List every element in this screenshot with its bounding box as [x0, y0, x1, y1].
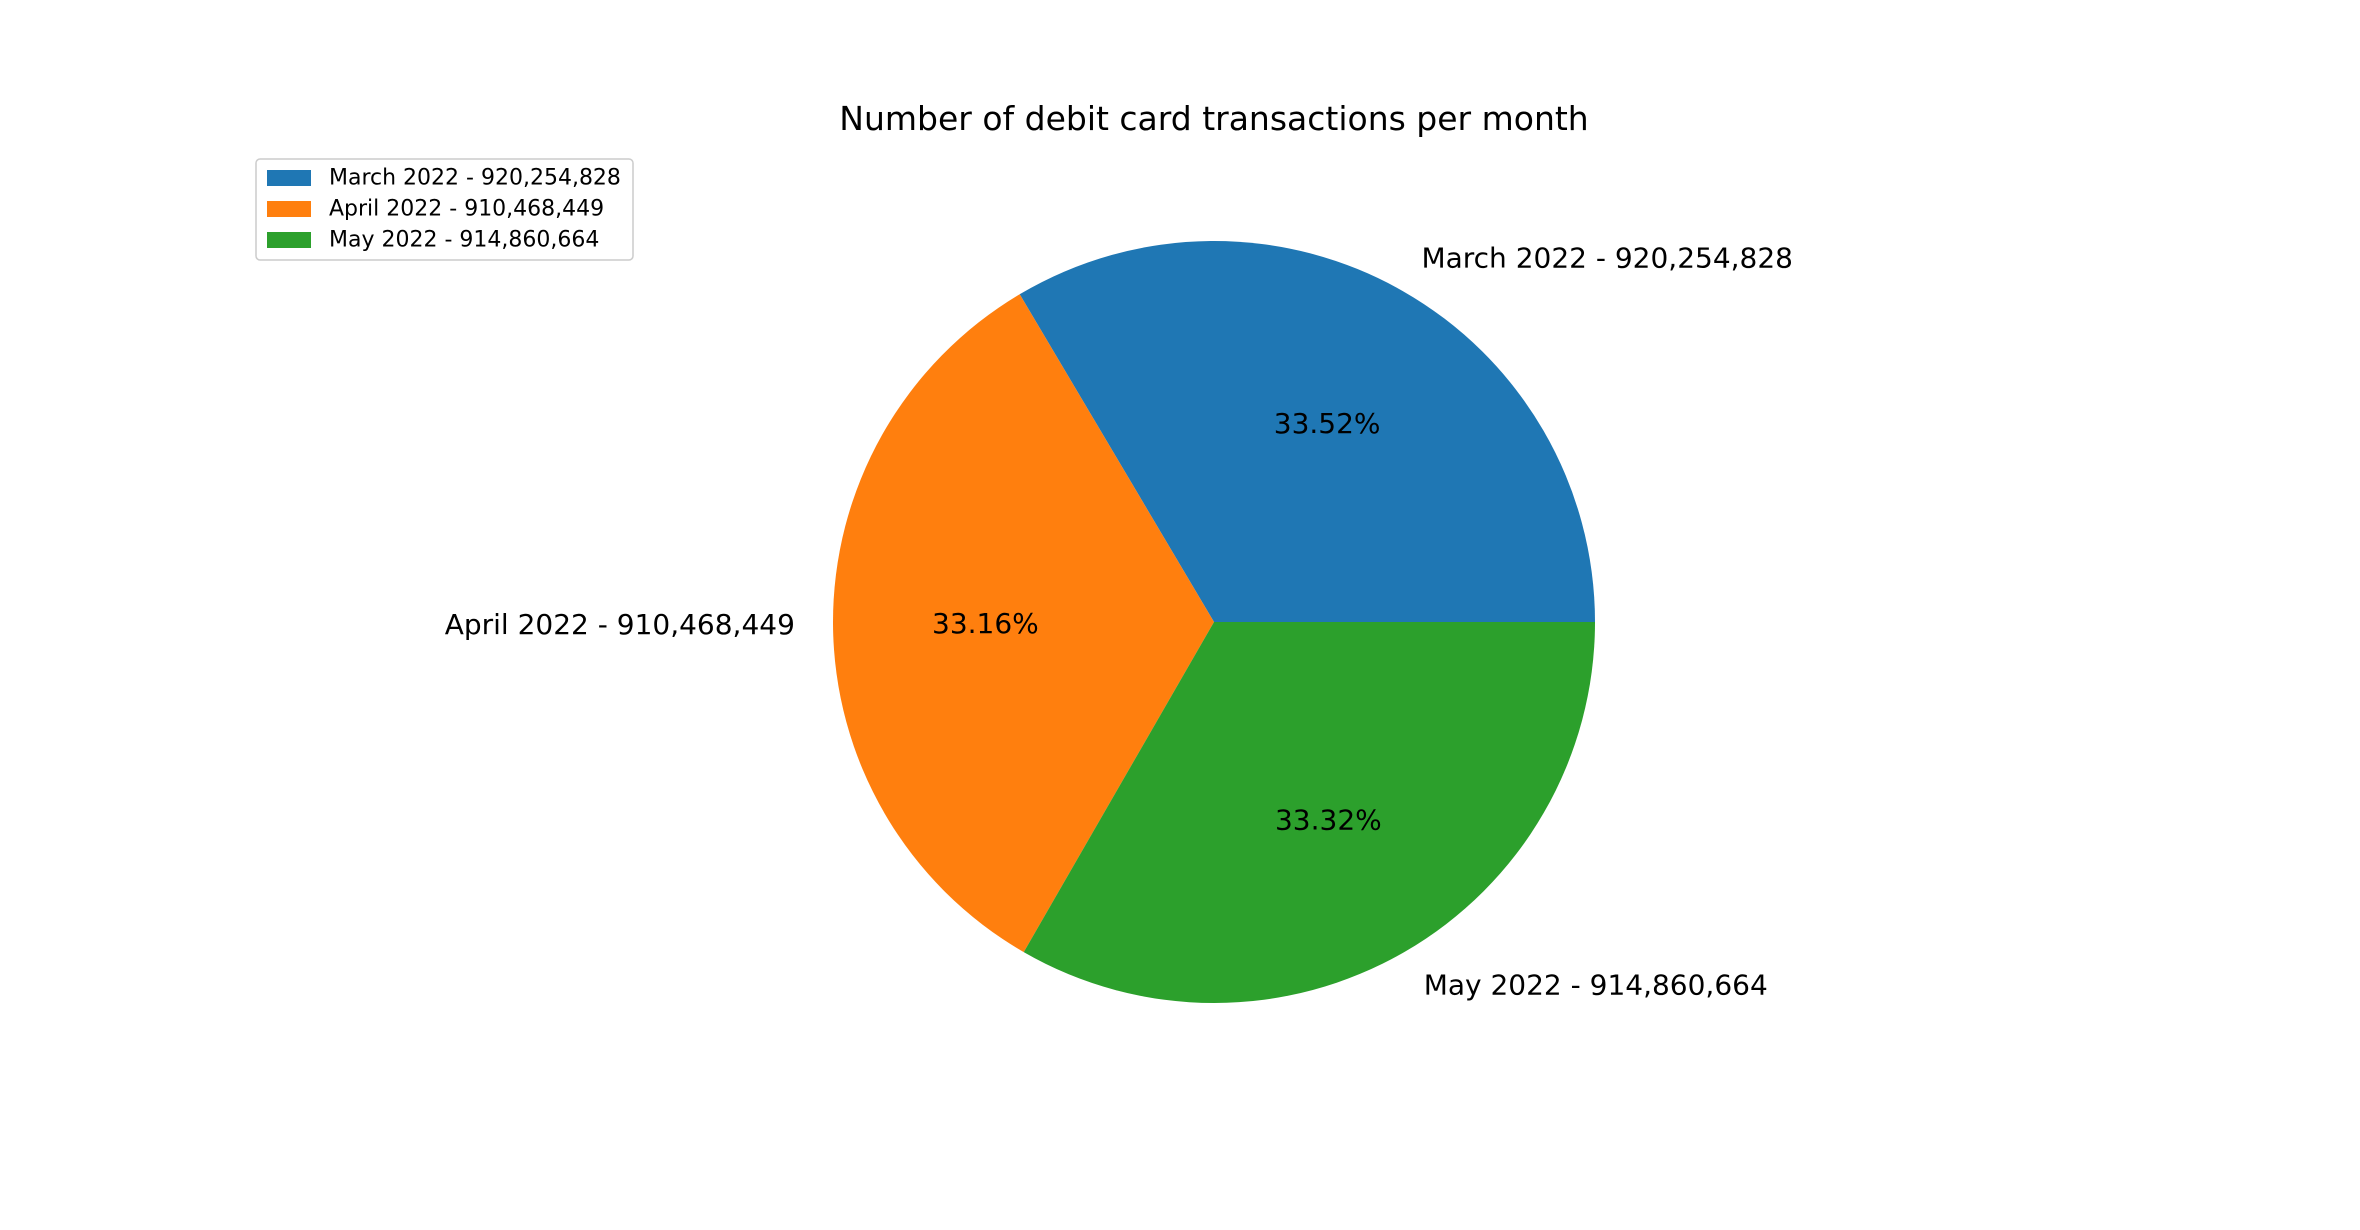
pie-slice-3: [1023, 622, 1595, 1003]
slice-label-1: March 2022 - 920,254,828: [1421, 241, 1793, 274]
percent-label-1: 33.52%: [1274, 407, 1381, 440]
legend-label-1: March 2022 - 920,254,828: [329, 166, 621, 191]
slice-labels: March 2022 - 920,254,828 April 2022 - 910…: [445, 241, 1793, 1001]
legend-frame: [255, 158, 634, 261]
legend-swatch-2: [267, 201, 311, 217]
percent-label-3: 33.32%: [1275, 803, 1382, 836]
slice-label-3: May 2022 - 914,860,664: [1424, 968, 1768, 1001]
legend: March 2022 - 920,254,828 April 2022 - 910…: [255, 158, 634, 261]
pie-slice-2: [833, 294, 1214, 953]
legend-label-3: May 2022 - 914,860,664: [329, 228, 599, 253]
slice-label-2: April 2022 - 910,468,449: [445, 608, 795, 641]
legend-swatch-3: [267, 232, 311, 248]
pie-slices: [833, 240, 1595, 1003]
legend-swatch-1: [267, 170, 311, 186]
legend-label-2: April 2022 - 910,468,449: [329, 197, 604, 222]
pie-slice-1: [1019, 240, 1595, 622]
percent-label-2: 33.16%: [932, 607, 1039, 640]
chart-title: Number of debit card transactions per mo…: [839, 99, 1588, 138]
percent-labels: 33.52% 33.16% 33.32%: [932, 407, 1382, 837]
